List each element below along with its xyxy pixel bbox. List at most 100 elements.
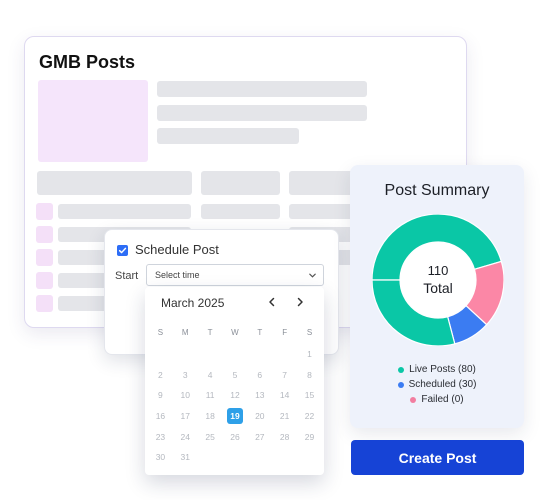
chevron-down-icon: [309, 273, 316, 278]
calendar-day-selected[interactable]: 19: [223, 408, 248, 425]
calendar-day[interactable]: 2: [158, 369, 163, 380]
post-summary-donut-chart: [372, 214, 504, 346]
calendar-week-row: 1: [148, 344, 322, 365]
calendar-empty-cell: [272, 449, 297, 465]
total-count: 110: [427, 263, 449, 278]
weekday-label: S: [157, 328, 164, 338]
chart-legend: Live Posts (80) Scheduled (30) Failed (0…: [350, 362, 524, 407]
calendar-empty-cell: [247, 449, 272, 465]
calendar-day[interactable]: 4: [207, 369, 213, 380]
calendar-day[interactable]: 15: [304, 390, 315, 401]
calendar-week-row: 16 17 18 19 20 21 22: [148, 406, 322, 427]
legend-dot: [398, 366, 405, 373]
calendar-empty-cell: [173, 346, 198, 362]
text-placeholder: [157, 81, 367, 97]
donut-center: 110 Total: [372, 214, 504, 346]
calendar-day[interactable]: 5: [232, 369, 238, 380]
legend-item-scheduled: Scheduled (30): [350, 377, 524, 392]
calendar-grid: S M T W T F S 1 2 3 4 5 6 7 8 9 10 11 12 13 14 15 16 17 18 19 20 21…: [148, 323, 322, 468]
schedule-post-label: Schedule Post: [135, 242, 219, 257]
calendar-day[interactable]: 3: [182, 369, 188, 380]
weekday-label: F: [282, 328, 288, 338]
total-label: Total: [423, 280, 453, 296]
calendar-day[interactable]: 10: [180, 390, 190, 401]
table-header-placeholder: [37, 171, 192, 195]
text-placeholder: [157, 105, 367, 121]
row-thumb-placeholder: [36, 272, 53, 289]
calendar-day[interactable]: 1: [307, 349, 312, 360]
row-placeholder: [289, 204, 369, 219]
weekday-label: T: [257, 328, 263, 338]
post-summary-card: Post Summary 110 Total Live Posts (80) S…: [350, 165, 524, 428]
calendar-empty-cell: [297, 449, 322, 465]
calendar-day[interactable]: 29: [304, 431, 315, 442]
calendar-day[interactable]: 18: [205, 411, 215, 422]
calendar-empty-cell: [198, 346, 223, 362]
calendar-week-row: 23 24 25 26 27 28 29: [148, 426, 322, 447]
calendar-day[interactable]: 8: [307, 369, 312, 380]
calendar-week-row: 9 10 11 12 13 14 15: [148, 385, 322, 406]
weekday-label: T: [207, 328, 213, 338]
calendar-empty-cell: [198, 449, 223, 465]
calendar-day[interactable]: 12: [230, 390, 240, 401]
legend-item-live: Live Posts (80): [350, 362, 524, 377]
calendar-day[interactable]: 25: [205, 431, 215, 442]
calendar-empty-cell: [223, 346, 248, 362]
calendar-empty-cell: [247, 346, 272, 362]
calendar-day[interactable]: 6: [257, 369, 263, 380]
schedule-post-checkbox[interactable]: [117, 245, 128, 256]
calendar-empty-cell: [223, 449, 248, 465]
calendar-day[interactable]: 31: [180, 452, 190, 463]
calendar-day[interactable]: 27: [255, 431, 265, 442]
calendar-week-row: 30 31: [148, 447, 322, 468]
start-label: Start: [115, 270, 139, 282]
calendar-day[interactable]: 17: [180, 411, 190, 422]
weekday-label: S: [306, 328, 313, 338]
table-header-placeholder: [201, 171, 280, 195]
check-icon: [118, 247, 127, 254]
row-thumb-placeholder: [36, 203, 53, 220]
start-time-select[interactable]: Select time: [146, 264, 324, 286]
calendar-day[interactable]: 20: [255, 411, 265, 422]
calendar-day[interactable]: 23: [155, 431, 166, 442]
calendar-day[interactable]: 22: [304, 411, 315, 422]
donut-segment: [372, 214, 503, 281]
chevron-left-icon[interactable]: [265, 295, 279, 309]
calendar-day[interactable]: 11: [205, 390, 215, 401]
row-placeholder: [58, 204, 191, 219]
legend-dot: [410, 396, 417, 403]
calendar-day[interactable]: 16: [155, 411, 166, 422]
donut-segment: [372, 279, 456, 346]
row-placeholder: [201, 204, 280, 219]
date-picker-calendar: March 2025 S M T W T F S 1 2 3 4 5 6 7 8 9 10 11 12 13 14 15 1…: [145, 287, 324, 475]
calendar-day[interactable]: 24: [180, 431, 190, 442]
chevron-right-icon[interactable]: [293, 295, 307, 309]
legend-label: Failed (0): [421, 394, 464, 405]
calendar-month-label: March 2025: [161, 296, 225, 310]
legend-dot: [397, 381, 404, 388]
row-thumb-placeholder: [36, 226, 53, 243]
post-summary-title: Post Summary: [384, 182, 490, 199]
row-thumb-placeholder: [36, 295, 53, 312]
calendar-day[interactable]: 9: [158, 390, 163, 401]
calendar-day[interactable]: 30: [155, 452, 166, 463]
donut-hole: [400, 242, 476, 318]
calendar-day[interactable]: 26: [230, 431, 240, 442]
post-image-placeholder: [38, 80, 148, 162]
legend-label: Live Posts (80): [409, 364, 476, 375]
start-time-value: Select time: [155, 270, 200, 280]
legend-label: Scheduled (30): [408, 379, 477, 390]
calendar-empty-cell: [148, 346, 173, 362]
calendar-week-row: 2 3 4 5 6 7 8: [148, 364, 322, 385]
text-placeholder: [157, 128, 299, 144]
calendar-day[interactable]: 21: [279, 411, 290, 422]
legend-item-failed: Failed (0): [350, 392, 524, 407]
weekday-label: M: [181, 328, 189, 338]
calendar-day[interactable]: 13: [255, 390, 265, 401]
calendar-day[interactable]: 14: [279, 390, 290, 401]
calendar-day[interactable]: 28: [279, 431, 290, 442]
gmb-posts-title: GMB Posts: [39, 52, 136, 72]
create-post-button[interactable]: Create Post: [351, 440, 524, 475]
calendar-day[interactable]: 7: [282, 369, 287, 380]
